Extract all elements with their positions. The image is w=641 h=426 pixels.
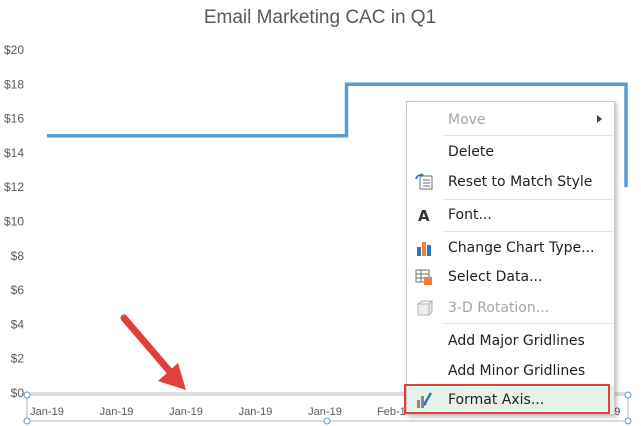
- y-tick-label: $12: [4, 180, 24, 194]
- menu-separator: [443, 231, 613, 232]
- menu-item-label: Delete: [448, 144, 494, 160]
- menu-separator: [443, 199, 613, 200]
- selection-handle[interactable]: [23, 391, 31, 399]
- y-tick-label: $2: [11, 352, 25, 366]
- y-tick-label: $6: [11, 283, 25, 297]
- x-tick-label: Jan-19: [239, 406, 273, 418]
- y-tick-label: $20: [4, 43, 24, 57]
- context-menu: Move Delete Reset to Match Style A Font.…: [406, 101, 615, 415]
- menu-item-label: Add Minor Gridlines: [448, 363, 586, 379]
- menu-item-label: 3-D Rotation...: [448, 300, 550, 316]
- y-tick-label: $16: [4, 112, 24, 126]
- selection-handle[interactable]: [624, 417, 632, 425]
- x-tick-label: Jan-19: [100, 406, 134, 418]
- menu-item-add-major-gridlines[interactable]: Add Major Gridlines: [407, 328, 614, 354]
- highlight-box: [404, 384, 610, 414]
- y-tick-label: $18: [4, 77, 24, 91]
- selection-handle[interactable]: [624, 391, 632, 399]
- annotation-arrow: [120, 314, 186, 390]
- menu-item-change-chart-type[interactable]: Change Chart Type...: [407, 235, 614, 261]
- submenu-arrow-icon: [597, 115, 602, 123]
- 3d-rotation-icon: [415, 299, 434, 317]
- x-tick-label: Jan-19: [169, 406, 203, 418]
- x-tick-label: Jan-19: [308, 406, 342, 418]
- y-axis: $0 $2 $4 $6 $8 $10 $12 $14 $16 $18 $20: [4, 43, 24, 400]
- y-tick-label: $10: [4, 215, 24, 229]
- selection-handle[interactable]: [23, 417, 31, 425]
- menu-item-label: Reset to Match Style: [448, 174, 593, 190]
- chart-type-icon: [415, 239, 433, 257]
- font-icon: A: [415, 206, 433, 225]
- chart-title: Email Marketing CAC in Q1: [204, 7, 436, 28]
- menu-item-label: Move: [448, 112, 486, 128]
- menu-item-3d-rotation[interactable]: 3-D Rotation...: [407, 295, 614, 321]
- menu-item-label: Format Axis...: [448, 392, 545, 408]
- plot-area: [47, 82, 628, 188]
- menu-separator: [443, 323, 613, 324]
- x-tick-label: Feb-19: [377, 406, 412, 418]
- y-tick-label: $4: [11, 317, 25, 331]
- menu-item-label: Change Chart Type...: [448, 240, 595, 256]
- menu-separator: [443, 135, 613, 136]
- menu-item-label: Add Major Gridlines: [448, 333, 585, 349]
- y-tick-label: $14: [4, 146, 24, 160]
- x-tick-label: Jan-19: [30, 406, 64, 418]
- menu-item-reset-style[interactable]: Reset to Match Style: [407, 169, 614, 195]
- menu-item-add-minor-gridlines[interactable]: Add Minor Gridlines: [407, 358, 614, 384]
- y-tick-label: $0: [11, 386, 25, 400]
- menu-item-move[interactable]: Move: [407, 107, 614, 133]
- menu-item-select-data[interactable]: Select Data...: [407, 264, 614, 290]
- series-line[interactable]: [47, 82, 628, 188]
- format-axis-icon: [415, 391, 433, 409]
- y-tick-label: $8: [11, 249, 25, 263]
- select-data-icon: [415, 268, 433, 286]
- menu-item-format-axis[interactable]: Format Axis...: [407, 387, 614, 413]
- x-axis[interactable]: Jan-19Jan-19Jan-19Jan-19Jan-19Feb-19Feb-…: [23, 391, 632, 425]
- menu-item-delete[interactable]: Delete: [407, 139, 614, 165]
- svg-text:A: A: [418, 207, 430, 224]
- reset-style-icon: [415, 173, 433, 191]
- selection-handle[interactable]: [323, 417, 331, 425]
- menu-item-font[interactable]: A Font...: [407, 202, 614, 228]
- menu-item-label: Font...: [448, 207, 492, 223]
- menu-item-label: Select Data...: [448, 269, 543, 285]
